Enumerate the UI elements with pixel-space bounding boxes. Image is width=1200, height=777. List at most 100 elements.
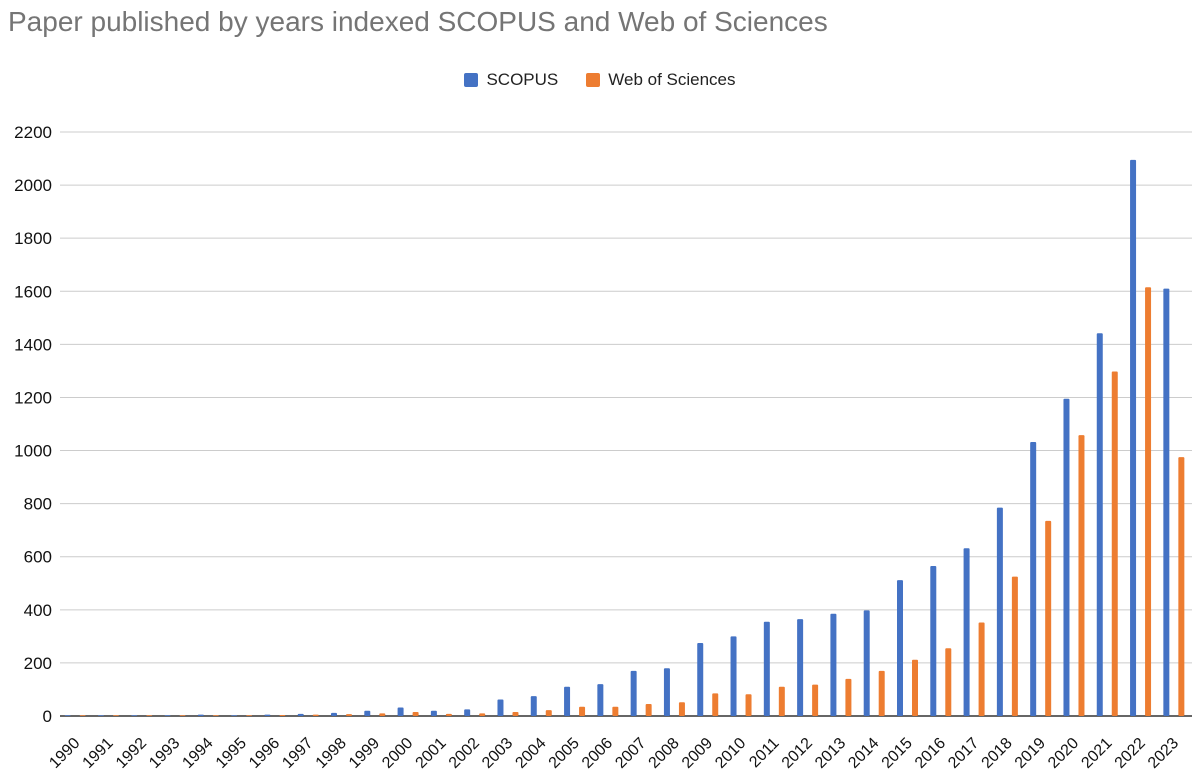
y-tick-label: 400 [24,601,52,620]
x-tick-label: 2004 [512,735,549,772]
bar-web-of-sciences [778,686,785,716]
bar-scopus [1063,398,1070,716]
x-tick-label: 1991 [80,735,117,772]
bar-scopus [164,715,171,716]
bar-scopus [597,684,604,716]
x-tick-label: 1992 [113,735,150,772]
x-tick-label: 1997 [279,735,316,772]
y-tick-label: 1200 [14,388,52,407]
x-tick-label: 2002 [446,735,483,772]
legend-item-web-of-sciences: Web of Sciences [586,70,736,90]
bar-web-of-sciences [146,715,153,716]
bar-scopus [397,707,404,716]
bar-scopus [797,619,804,716]
bar-scopus [197,714,204,716]
bar-web-of-sciences [1011,576,1018,716]
bar-scopus [231,715,238,716]
bar-scopus [663,668,670,716]
bar-scopus [131,715,138,716]
x-tick-label: 2008 [646,735,683,772]
x-tick-label: 2014 [845,735,882,772]
bar-web-of-sciences [1078,435,1085,716]
chart-title: Paper published by years indexed SCOPUS … [8,6,828,37]
x-tick-label: 2010 [712,735,749,772]
bar-web-of-sciences [645,704,652,716]
bar-web-of-sciences [379,713,386,716]
bar-web-of-sciences [346,714,352,716]
bar-web-of-sciences [579,706,586,716]
x-tick-label: 1999 [346,735,383,772]
x-tick-label: 2009 [679,735,716,772]
x-tick-label: 2022 [1112,735,1149,772]
bar-scopus [963,548,970,716]
y-tick-label: 600 [24,548,52,567]
bar-scopus [64,715,71,716]
x-tick-label: 2000 [379,735,416,772]
x-tick-label: 2020 [1045,735,1082,772]
bar-scopus [863,610,870,716]
x-tick-label: 2007 [612,735,649,772]
bar-scopus [264,714,271,716]
legend-swatch-web-of-sciences [586,73,601,87]
y-tick-label: 1400 [14,335,52,354]
x-tick-label: 2018 [979,735,1016,772]
bar-web-of-sciences [479,713,486,716]
x-tick-label: 2013 [812,735,849,772]
bar-web-of-sciences [1111,371,1118,716]
bar-web-of-sciences [745,694,752,716]
y-tick-label: 1000 [14,442,52,461]
bar-scopus [897,580,903,716]
x-tick-label: 1996 [246,735,283,772]
x-tick-label: 1995 [213,735,250,772]
bar-scopus [1163,288,1170,716]
legend-item-scopus: SCOPUS [464,70,558,90]
legend: SCOPUS Web of Sciences [0,70,1200,90]
y-tick-label: 2200 [14,123,52,142]
bar-web-of-sciences [945,648,952,716]
bar-scopus [464,709,471,716]
bar-web-of-sciences [1178,457,1185,716]
legend-swatch-scopus [464,73,479,87]
bar-web-of-sciences [545,710,552,716]
bar-web-of-sciences [612,706,619,716]
bar-scopus [564,686,571,716]
bar-scopus [430,710,437,716]
bar-web-of-sciences [978,622,985,716]
x-tick-label: 1993 [146,735,183,772]
x-tick-label: 2023 [1145,735,1182,772]
y-tick-label: 0 [43,707,52,726]
x-tick-label: 2016 [912,735,949,772]
bar-web-of-sciences [812,684,819,716]
x-tick-label: 2005 [546,735,583,772]
x-tick-label: 2019 [1012,735,1049,772]
bar-web-of-sciences [112,715,119,716]
bar-scopus [830,613,837,716]
bar-scopus [364,710,371,716]
bar-web-of-sciences [912,659,918,716]
bar-web-of-sciences [1145,287,1152,716]
x-tick-label: 1998 [313,735,350,772]
bar-web-of-sciences [412,712,419,716]
bar-web-of-sciences [512,712,519,716]
y-tick-label: 1800 [14,229,52,248]
x-tick-label: 2015 [879,735,916,772]
bar-web-of-sciences [712,693,719,716]
bar-web-of-sciences [179,715,186,716]
x-tick-label: 2011 [746,735,782,771]
legend-label-web-of-sciences: Web of Sciences [608,70,736,89]
y-tick-label: 1600 [14,282,52,301]
bar-scopus [730,636,737,716]
bar-scopus [930,566,937,716]
bar-scopus [697,643,704,716]
x-tick-label: 2006 [579,735,616,772]
bar-scopus [996,507,1003,716]
bar-web-of-sciences [79,715,86,716]
x-tick-label: 1990 [46,735,83,772]
y-tick-label: 200 [24,654,52,673]
bar-scopus [297,713,304,716]
bar-scopus [763,621,770,716]
bar-web-of-sciences [212,715,219,716]
bar-scopus [530,696,537,716]
bar-scopus [97,715,104,716]
